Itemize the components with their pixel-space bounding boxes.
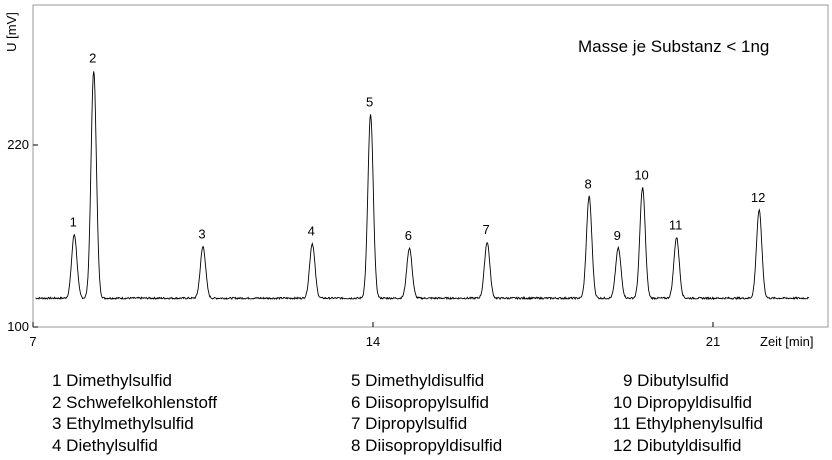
legend-item: 3 Ethylmethylsulfid (52, 414, 194, 433)
mass-annotation: Masse je Substanz < 1ng (578, 37, 769, 56)
plot-frame (32, 4, 829, 328)
peak-label: 6 (405, 228, 412, 243)
peak-label: 4 (308, 224, 315, 239)
x-axis-label: Zeit [min] (760, 334, 813, 349)
y-tick-label: 220 (7, 137, 29, 152)
peak-label: 9 (614, 228, 621, 243)
signal-trace (35, 71, 810, 301)
peak-label: 1 (70, 214, 77, 229)
legend-item: 6 Diisopropylsulfid (351, 392, 489, 412)
legend-column-1: 1 Dimethylsulfid 2 Schwefelkohlenstoff 3… (52, 370, 217, 456)
legend-item: 11 Ethylphenylsulfid (613, 414, 763, 433)
y-tick-label: 100 (7, 319, 29, 334)
peak-label: 10 (634, 167, 648, 182)
x-tick-label: 7 (29, 334, 36, 349)
legend-item: 9 Dibutylsulfid (623, 371, 729, 390)
x-tick-label: 14 (366, 334, 380, 349)
legend-item: 2 Schwefelkohlenstoff (52, 392, 218, 412)
legend-item: 10 Dipropyldisulfid (613, 392, 752, 412)
y-axis-label: U [mV] (4, 12, 19, 52)
legend-column-2: 5 Dimethyldisulfid 6 Diisopropylsulfid 7… (351, 370, 502, 456)
peak-label: 3 (198, 227, 205, 242)
legend-item: 1 Dimethylsulfid (52, 371, 172, 390)
peak-label: 7 (483, 222, 490, 237)
legend-column-3: 9 Dibutylsulfid 10 Dipropyldisulfid 11 E… (613, 370, 763, 456)
legend-item: 7 Dipropylsulfid (351, 414, 468, 433)
legend-item: 4 Diethylsulfid (52, 435, 158, 455)
peak-label: 2 (89, 51, 96, 66)
x-tick-label: 21 (706, 334, 720, 349)
legend-item: 5 Dimethyldisulfid (351, 371, 485, 390)
peak-label: 12 (751, 190, 765, 205)
peak-label: 11 (669, 218, 683, 233)
legend-item: 8 Diisopropyldisulfid (351, 435, 503, 455)
compound-legend: 1 Dimethylsulfid 2 Schwefelkohlenstoff 3… (0, 370, 832, 460)
peak-label: 8 (585, 177, 592, 192)
legend-item: 12 Dibutyldisulfid (613, 435, 742, 455)
peak-label: 5 (366, 95, 373, 110)
